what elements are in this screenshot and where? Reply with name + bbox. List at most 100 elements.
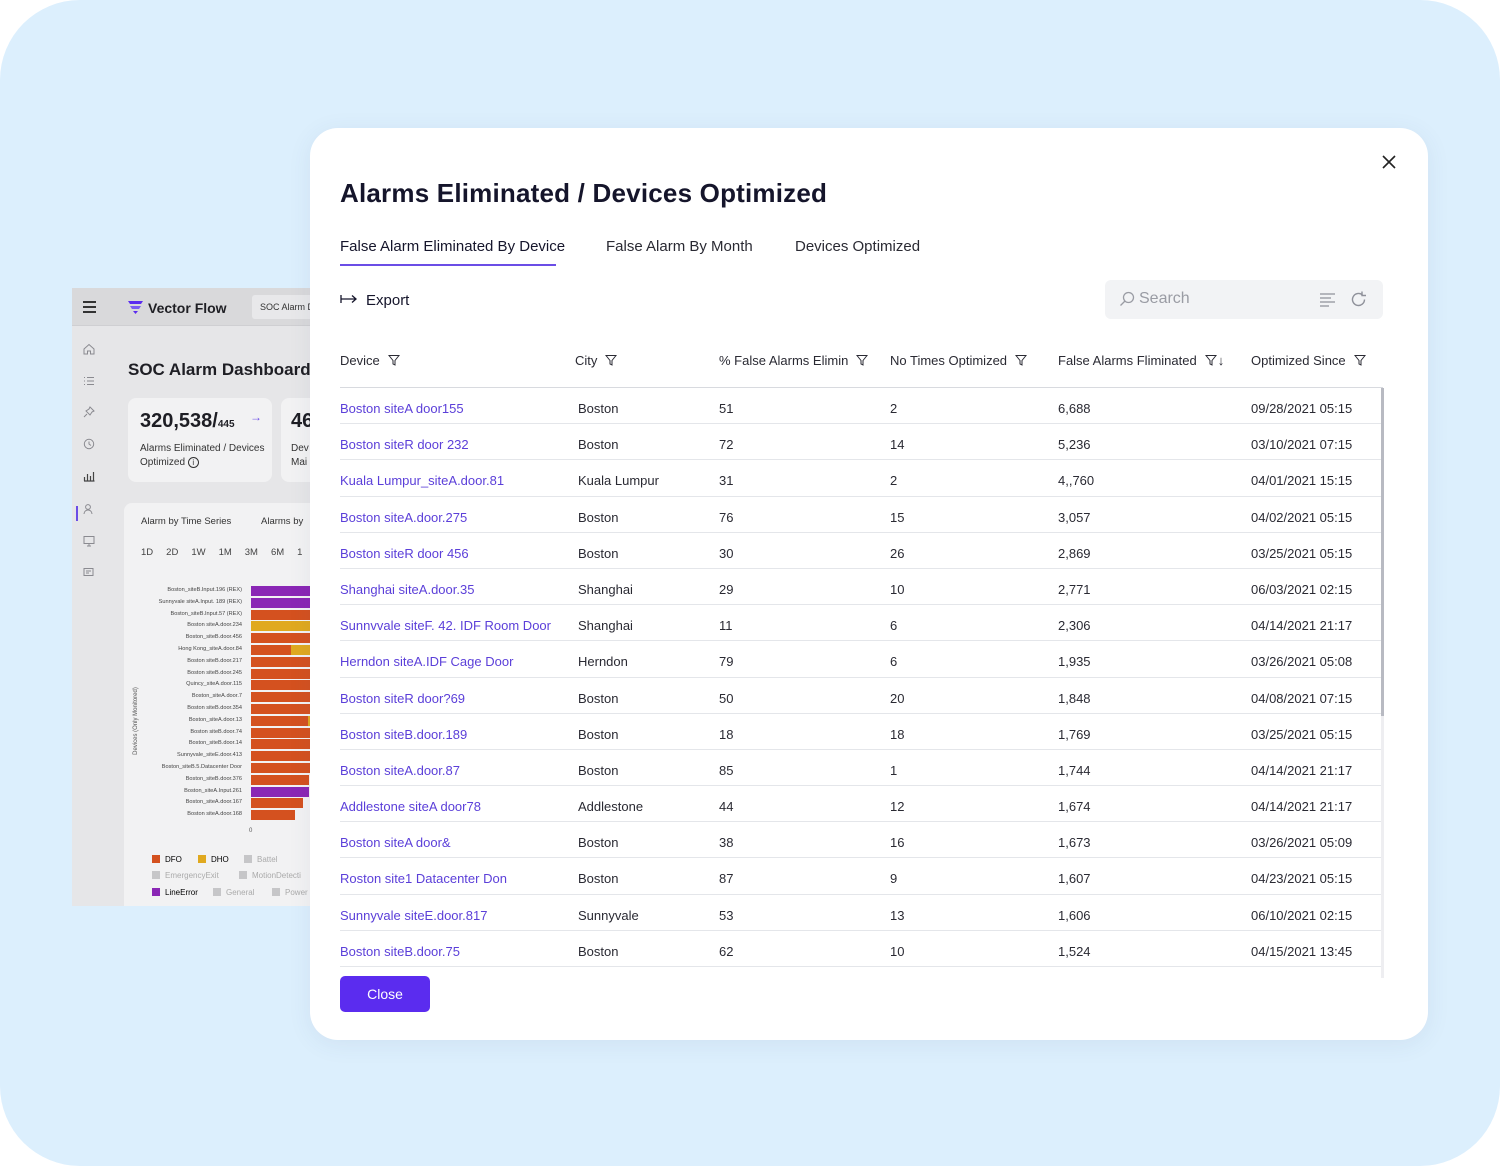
history-icon[interactable] [83,438,95,450]
tab-false-alarm-by-month[interactable]: False Alarm By Month [606,238,753,255]
filter-icon[interactable] [605,354,618,366]
table-row[interactable]: Boston siteA.door.87 Boston 85 1 1,744 04/14/… [340,750,1383,787]
chart-bar-dfo[interactable] [251,774,309,785]
table-row[interactable]: Boston siteA door& Boston 38 16 1,673 03/26/2… [340,822,1383,859]
cell-device[interactable]: Roston site1 Datacenter Don [340,871,507,887]
sort-descending-icon[interactable]: ↓ [1217,353,1225,368]
legend-item[interactable]: MotionDetecti [239,871,301,880]
chart-bar-dfo[interactable] [251,798,303,809]
chart-bar-dfo[interactable] [251,810,295,821]
table-row[interactable]: Addlestone siteA door78 Addlestone 44 12 1,6… [340,786,1383,823]
monitor-icon[interactable] [83,535,95,547]
chart-bar-dfo[interactable] [251,680,321,691]
cell-device[interactable]: Herndon siteA.IDF Cage Door [340,654,514,670]
table-row[interactable]: Roston site1 Datacenter Don Boston 87 9 1,60… [340,858,1383,895]
legend-item[interactable]: Battel [244,855,277,864]
cell-device[interactable]: Boston siteA.door.275 [340,509,468,525]
tab-false-alarm-by-device[interactable]: False Alarm Eliminated By Device [340,238,566,255]
chart-bar-dfo[interactable] [251,633,321,644]
column-settings-icon[interactable] [1319,292,1336,307]
chart-bar-lineerror[interactable] [251,597,321,608]
legend-item[interactable]: Power [272,888,308,897]
chart-bar-lineerror[interactable] [251,786,309,797]
home-icon[interactable] [83,343,95,355]
chart-bar-dfo[interactable] [251,715,308,726]
column-header-no-times-optimized[interactable]: No Times Optimized [890,353,1028,368]
table-row[interactable]: Boston siteB.door.75 Boston 62 10 1,524 04/15… [340,931,1383,967]
table-row[interactable]: Kuala Lumpur_siteA.door.81 Kuala Lumpur 31… [340,460,1383,497]
cell-device[interactable]: Kuala Lumpur_siteA.door.81 [340,473,505,489]
filter-icon[interactable] [1353,354,1366,366]
table-row[interactable]: Boston siteR door?69 Boston 50 20 1,848 04/08… [340,678,1383,714]
filter-icon[interactable] [856,354,869,366]
filter-icon[interactable] [1015,354,1028,366]
table-row[interactable]: Boston siteB.door.189 Boston 18 18 1,769 03/2… [340,714,1383,750]
time-range-option[interactable]: 1W [191,547,206,558]
chart-bar-dfo[interactable] [251,739,321,750]
table-row[interactable]: Boston siteA door155 Boston 51 2 6,688 09/28/… [340,388,1383,425]
table-row[interactable]: Boston siteR door 456 Boston 30 26 2,869 03/2… [340,533,1383,569]
column-header-device[interactable]: Device [340,353,400,368]
kpi-card-alarms-eliminated[interactable]: 320,538/445 → Alarms Eliminated / Device… [128,398,272,482]
table-row[interactable]: Boston siteA.door.275 Boston 76 15 3,057 04/0… [340,497,1383,533]
time-range-option[interactable]: 1M [218,547,232,558]
time-range-option[interactable]: 2D [166,547,179,558]
time-range-option[interactable]: 6M [270,547,285,558]
close-button[interactable]: Close [340,976,430,1012]
close-icon[interactable] [1381,154,1397,170]
cell-device[interactable]: Boston siteR door 456 [340,545,469,561]
cell-device[interactable]: Sunnvvale siteF. 42. IDF Room Door [340,618,551,634]
chart-bar-dho[interactable] [251,621,321,632]
table-row[interactable]: Shanghai siteA.door.35 Shanghai 29 10 2,771 0… [340,569,1383,606]
cell-device[interactable]: Boston siteB.door.75 [340,943,460,959]
time-range-option[interactable]: 1D [141,547,154,558]
cell-device[interactable]: Boston siteA door& [340,835,451,851]
legend-item[interactable]: DFO [152,855,182,864]
search-input[interactable] [1139,286,1309,312]
chart-bar-dfo[interactable] [251,703,321,714]
chart-bar-dfo[interactable] [251,692,321,703]
refresh-icon[interactable] [1349,290,1368,309]
chart-tab-alarms-by[interactable]: Alarms by [261,516,304,527]
chart-icon[interactable] [83,470,95,482]
column-header-optimized-since[interactable]: Optimized Since [1251,353,1366,368]
chart-bar-dfo[interactable] [251,727,321,738]
cell-device[interactable]: Boston siteR door 232 [340,437,469,453]
table-row[interactable]: Boston siteR door 232 Boston 72 14 5,236 03/1… [340,424,1383,461]
cell-device[interactable]: Boston siteR door?69 [340,690,466,706]
legend-item[interactable]: LineError [152,888,198,897]
user-icon[interactable] [83,503,95,515]
filter-icon[interactable] [1204,354,1217,366]
table-row[interactable]: Sunnyvale siteE.door.817 Sunnyvale 53 13 1,6… [340,895,1383,931]
scrollbar-thumb[interactable] [1381,388,1384,716]
chart-bar-dfo[interactable] [251,644,291,655]
cell-device[interactable]: Boston siteB.door.189 [340,726,468,742]
chart-bar-lineerror[interactable] [251,586,321,596]
table-row[interactable]: Herndon siteA.IDF Cage Door Herndon 79 6 1,9… [340,641,1383,678]
chart-bar-dfo[interactable] [251,751,315,762]
legend-item[interactable]: General [213,888,254,897]
list-icon[interactable] [83,375,95,387]
filter-icon[interactable] [387,354,400,366]
cell-device[interactable]: Boston siteA door155 [340,401,464,416]
column-header-city[interactable]: City [575,353,618,368]
table-scrollbar[interactable] [1381,388,1384,978]
cell-device[interactable]: Sunnyvale siteE.door.817 [340,907,488,923]
chart-tab-time-series[interactable]: Alarm by Time Series [141,516,232,527]
pin-icon[interactable] [83,406,95,418]
cell-device[interactable]: Shanghai siteA.door.35 [340,581,475,597]
chart-bar-dfo[interactable] [251,762,311,773]
export-button[interactable]: Export [340,292,409,312]
column-header-false-alarms-eliminated[interactable]: False Alarms Fliminated ↓ [1058,353,1225,368]
arrow-right-icon[interactable]: → [250,410,262,424]
hamburger-menu-icon[interactable] [83,301,96,313]
info-icon[interactable]: i [187,457,199,468]
chart-bar-dfo[interactable] [251,656,321,667]
chart-bar-dfo[interactable] [251,668,321,679]
column-header-pct-false-alarms[interactable]: % False Alarms Elimin [719,353,869,368]
cell-device[interactable]: Addlestone siteA door78 [340,799,481,815]
cell-device[interactable]: Boston siteA.door.87 [340,762,460,778]
legend-item[interactable]: EmergencyExit [152,871,219,880]
table-row[interactable]: Sunnvvale siteF. 42. IDF Room Door Shangh… [340,605,1383,642]
time-range-option[interactable]: 1 [297,547,303,558]
